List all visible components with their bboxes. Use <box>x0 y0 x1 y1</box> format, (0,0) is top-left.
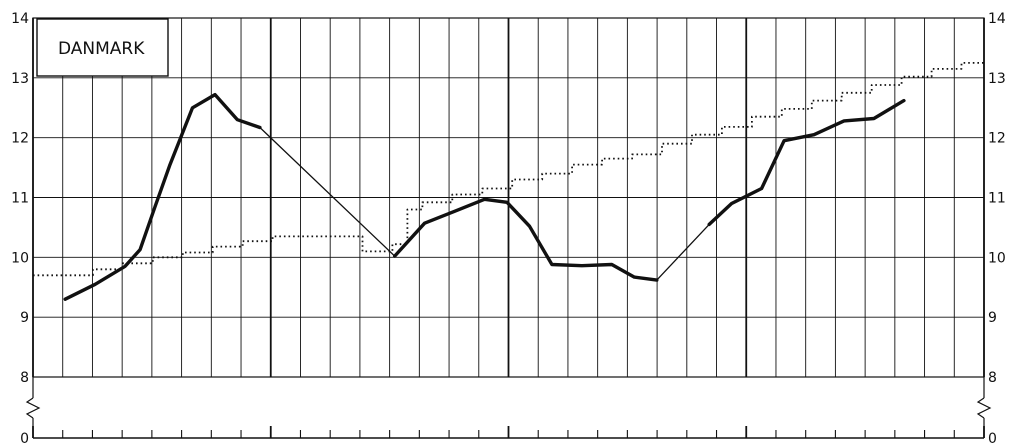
y-tick-label-left: 14 <box>11 11 29 27</box>
x-ticks <box>32 426 985 438</box>
y-tick-label-left: 8 <box>20 370 29 386</box>
y-tick-label-left: 11 <box>11 191 29 207</box>
axis-break <box>25 397 992 419</box>
chart-title-box <box>36 18 169 77</box>
y-tick-label-right: 0 <box>988 431 997 443</box>
y-tick-label-right: 14 <box>988 11 1006 27</box>
y-tick-label-right: 8 <box>988 370 997 386</box>
series-line-thick-solid <box>63 92 262 301</box>
y-tick-label-left: 9 <box>20 310 29 326</box>
series-line-thick-solid <box>393 197 659 282</box>
y-tick-label-right: 10 <box>988 250 1006 266</box>
series-line-thick-solid <box>707 98 906 227</box>
gridlines <box>32 17 985 439</box>
y-tick-labels: 14 14 13 13 12 12 11 11 10 10 9 9 8 8 0 0 <box>11 11 1006 443</box>
y-tick-label-right: 13 <box>988 71 1006 87</box>
y-tick-label-left: 0 <box>20 431 29 443</box>
series-layer <box>33 62 984 301</box>
series-line-thin-solid <box>656 223 710 281</box>
y-tick-label-right: 9 <box>988 310 997 326</box>
chart-title: DANMARK <box>58 39 145 59</box>
series-line-thin-solid <box>259 126 396 257</box>
axis-break-zigzag <box>25 397 41 419</box>
y-tick-label-right: 12 <box>988 131 1006 147</box>
y-tick-label-left: 12 <box>11 131 29 147</box>
series-line-dotted-step <box>33 62 984 277</box>
y-tick-label-left: 13 <box>11 71 29 87</box>
y-tick-label-left: 10 <box>11 250 29 266</box>
y-tick-label-right: 11 <box>988 191 1006 207</box>
axis-break-zigzag <box>976 397 992 419</box>
